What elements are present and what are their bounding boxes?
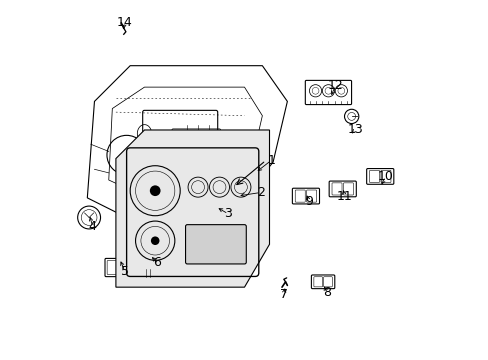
Text: 14: 14 [117,15,132,28]
Text: 9: 9 [304,195,312,208]
Text: 2: 2 [256,186,264,199]
Circle shape [151,237,159,245]
Text: 5: 5 [121,265,128,278]
Text: 8: 8 [322,286,330,299]
FancyBboxPatch shape [185,225,246,264]
Text: 3: 3 [224,207,232,220]
Text: 12: 12 [327,79,343,92]
Text: 13: 13 [346,123,363,136]
Text: 7: 7 [279,288,287,301]
Polygon shape [116,130,269,287]
Text: 10: 10 [377,170,393,183]
Circle shape [149,185,160,196]
Text: 1: 1 [267,154,275,167]
Text: 11: 11 [336,190,352,203]
Text: 4: 4 [88,220,97,233]
Text: 6: 6 [153,256,161,269]
